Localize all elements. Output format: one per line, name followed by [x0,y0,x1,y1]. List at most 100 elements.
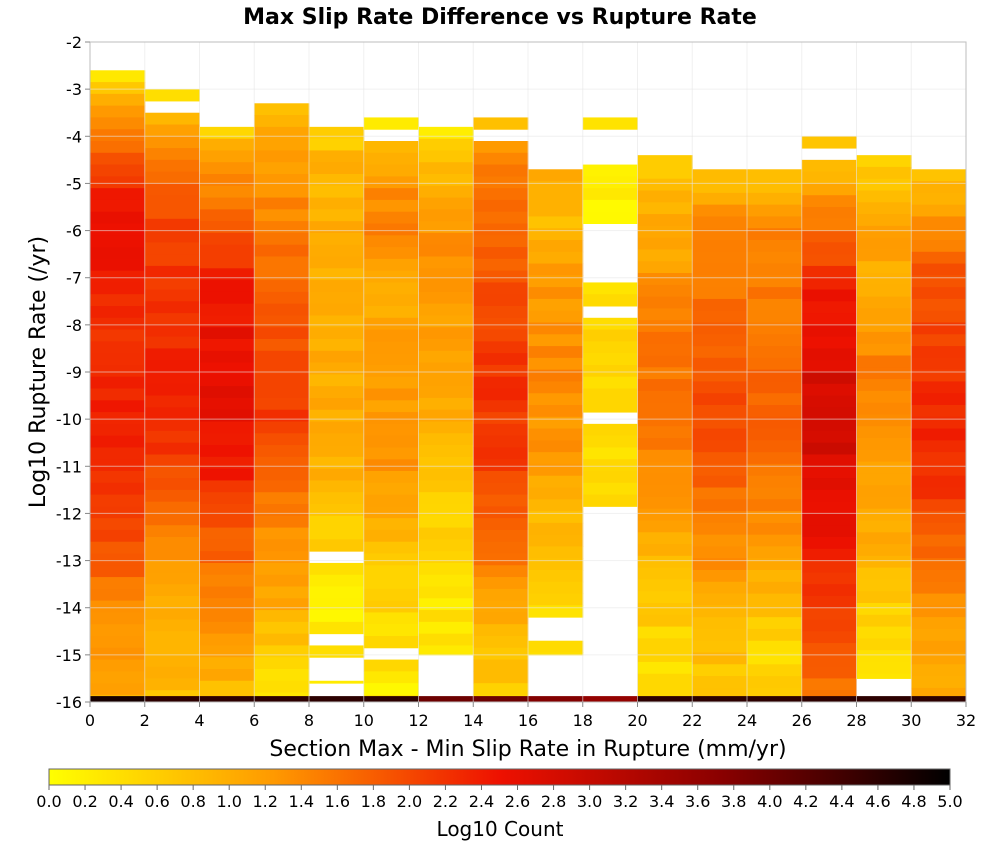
x-tick-label: 30 [901,711,921,730]
heatmap-cell [254,256,310,269]
heatmap-cell [90,329,146,342]
heatmap-cell [911,369,967,382]
heatmap-cell [801,195,857,208]
heatmap-cell [90,588,146,602]
heatmap-cell [90,388,146,401]
heatmap-cell [363,211,419,224]
heatmap-cell [911,581,967,595]
heatmap-cell [90,518,146,531]
heatmap-cell [473,471,529,484]
heatmap-cell [856,225,912,239]
heatmap-cell [856,237,912,250]
heatmap-cell [692,263,748,276]
heatmap-cell [528,405,584,418]
x-tick-label: 32 [956,711,976,730]
heatmap-cell [254,339,310,352]
heatmap-cell [90,529,146,543]
heatmap-cell [692,440,748,453]
heatmap-cell [363,353,419,366]
heatmap-cell [254,645,310,658]
heatmap-cell [801,242,857,255]
heatmap-cell [199,162,255,175]
heatmap-cell [473,164,529,177]
x-tick-label: 6 [249,711,259,730]
heatmap-cell [582,400,638,413]
heatmap-cell [692,511,748,524]
heatmap-cell [254,669,310,682]
heatmap-cell [856,202,912,215]
heatmap-cell [637,626,693,639]
heatmap-cell [528,393,584,406]
heatmap-cell [199,657,255,670]
heatmap-cell [363,117,419,130]
heatmap-cell [254,539,310,552]
heatmap-cell [90,223,146,236]
heatmap-cell [911,664,967,677]
colorbar [48,768,951,786]
heatmap-cell [637,414,693,427]
colorbar-tick-label: 2.8 [541,792,566,811]
heatmap-cell [747,687,803,697]
heatmap-cell [418,386,474,399]
heatmap-cell [309,174,365,187]
heatmap-cell [801,678,857,691]
heatmap-cell [144,466,200,479]
heatmap-cell [528,570,584,583]
heatmap-cell [637,532,693,545]
heatmap-cell [473,152,529,166]
heatmap-cell [418,696,474,702]
heatmap-cell [582,435,638,448]
heatmap-cell [528,216,584,229]
heatmap-cell [144,454,200,467]
heatmap-cell [473,694,529,697]
heatmap-cell [90,694,146,697]
heatmap-cell [911,487,967,500]
heatmap-cell [199,339,255,352]
x-tick-label: 2 [140,711,150,730]
heatmap-cell [144,230,200,243]
heatmap-cell [637,367,693,380]
heatmap-cell [528,452,584,465]
heatmap-cell [309,244,365,257]
heatmap-cell [747,511,803,524]
heatmap-cell [856,178,912,191]
heatmap-cell [637,249,693,262]
heatmap-cell [911,696,967,702]
heatmap-cell [473,577,529,590]
heatmap-cell [747,428,803,441]
heatmap-cell [144,124,200,137]
heatmap-cell [90,211,146,224]
heatmap-cell [747,263,803,276]
heatmap-cell [801,348,857,361]
heatmap-cell [254,280,310,293]
heatmap-cell [199,327,255,340]
heatmap-cell [747,676,803,689]
heatmap-cell [144,696,200,702]
heatmap-cell [911,181,967,194]
heatmap-cell [199,185,255,199]
chart-title: Max Slip Rate Difference vs Rupture Rate [243,5,757,30]
heatmap-cell [637,237,693,250]
heatmap-cell [747,357,803,371]
heatmap-cell [637,508,693,521]
heatmap-cell [856,603,912,616]
heatmap-cell [90,447,146,460]
heatmap-cell [254,562,310,576]
heatmap-cell [144,218,200,232]
heatmap-cell [144,595,200,609]
heatmap-cell [309,445,365,458]
heatmap-cell [911,605,967,618]
x-tick-label: 22 [682,711,702,730]
colorbar-tick-label: 0.0 [36,792,61,811]
heatmap-cell [144,336,200,349]
heatmap-cell [856,696,912,702]
heatmap-cell [144,395,200,408]
heatmap-cell [144,148,200,161]
heatmap-cell [90,541,146,554]
heatmap-cell [309,586,365,599]
heatmap-cell [692,181,748,194]
heatmap-cell [801,254,857,267]
heatmap-cell [692,251,748,265]
heatmap-cell [801,442,857,455]
heatmap-cell [144,360,200,373]
